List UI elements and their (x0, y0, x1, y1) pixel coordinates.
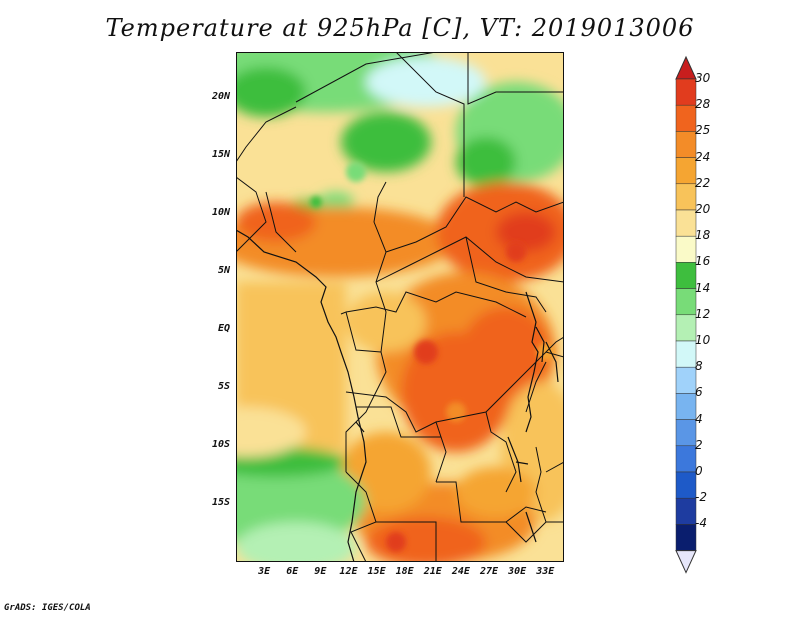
colorbar-label: -2 (695, 490, 707, 505)
lat-label: 10N (211, 207, 230, 219)
colorbar-label: 18 (695, 228, 711, 243)
colorbar-swatch (675, 235, 697, 263)
colorbar-label: 25 (695, 123, 711, 138)
lat-label: 20N (211, 91, 230, 103)
lon-label: 12E (339, 566, 358, 577)
colorbar-swatch (675, 393, 697, 420)
colorbar-label: 30 (695, 71, 711, 85)
colorbar-label: 24 (695, 149, 711, 164)
colorbar-label: 10 (695, 333, 711, 347)
colorbar-min-arrow (675, 550, 697, 574)
colorbar-label: 28 (695, 97, 711, 112)
lon-label: 3E (258, 566, 271, 577)
colorbar-label: 4 (695, 411, 703, 426)
colorbar-swatch (675, 366, 697, 394)
lat-label: 5N (217, 265, 230, 277)
country-borders (236, 52, 564, 562)
colorbar-label: 2 (695, 437, 703, 452)
temperature-field (236, 52, 564, 562)
colorbar-label: 6 (695, 385, 703, 400)
temperature-map (236, 52, 564, 562)
credit-text: GrADS: IGES/COLA (4, 603, 91, 613)
lon-label: 24E (451, 566, 470, 577)
colorbar-swatch (675, 183, 697, 211)
lon-label: 21E (423, 566, 442, 577)
colorbar-swatch (675, 78, 697, 106)
lon-label: 27E (479, 566, 499, 577)
colorbar-swatch (675, 419, 697, 447)
lon-label: 6E (286, 566, 299, 577)
colorbar-label: 16 (695, 254, 711, 269)
lon-label: 30E (508, 566, 527, 577)
colorbar-swatch (675, 340, 697, 368)
lat-label: 15N (211, 149, 230, 161)
colorbar-swatch (675, 524, 697, 551)
colorbar-swatch (675, 288, 697, 316)
lon-label: 18E (395, 566, 414, 577)
colorbar-swatch (675, 157, 697, 185)
lon-label: 15E (367, 566, 386, 577)
colorbar-swatch (675, 262, 697, 289)
colorbar-swatch (675, 471, 697, 499)
lon-label: 33E (536, 566, 555, 577)
coastlines (236, 229, 559, 562)
colorbar-label: 22 (695, 175, 711, 190)
colorbar-swatch (675, 131, 697, 158)
colorbar-label: 14 (695, 280, 711, 295)
colorbar-swatch (675, 104, 697, 132)
colorbar-swatch (675, 445, 697, 473)
colorbar-label: 12 (695, 306, 711, 321)
colorbar-swatch (675, 314, 697, 342)
lat-label: 15S (211, 497, 230, 509)
chart-title: Temperature at 925hPa [C], VT: 201901300… (105, 14, 695, 42)
lon-label: 9E (314, 566, 327, 577)
colorbar-label: -4 (695, 516, 707, 531)
colorbar-label: 20 (695, 202, 711, 216)
colorbar-swatch (675, 209, 697, 237)
colorbar-max-arrow (675, 55, 697, 80)
colorbar-swatch (675, 497, 697, 525)
lat-label: EQ (217, 323, 230, 335)
colorbar (675, 55, 697, 574)
map-frame (236, 52, 564, 562)
colorbar-label: 0 (695, 464, 703, 478)
colorbar-label: 8 (695, 359, 703, 374)
lat-label: 10S (211, 439, 230, 451)
lat-label: 5S (217, 381, 230, 393)
temperature-detail (310, 162, 555, 552)
